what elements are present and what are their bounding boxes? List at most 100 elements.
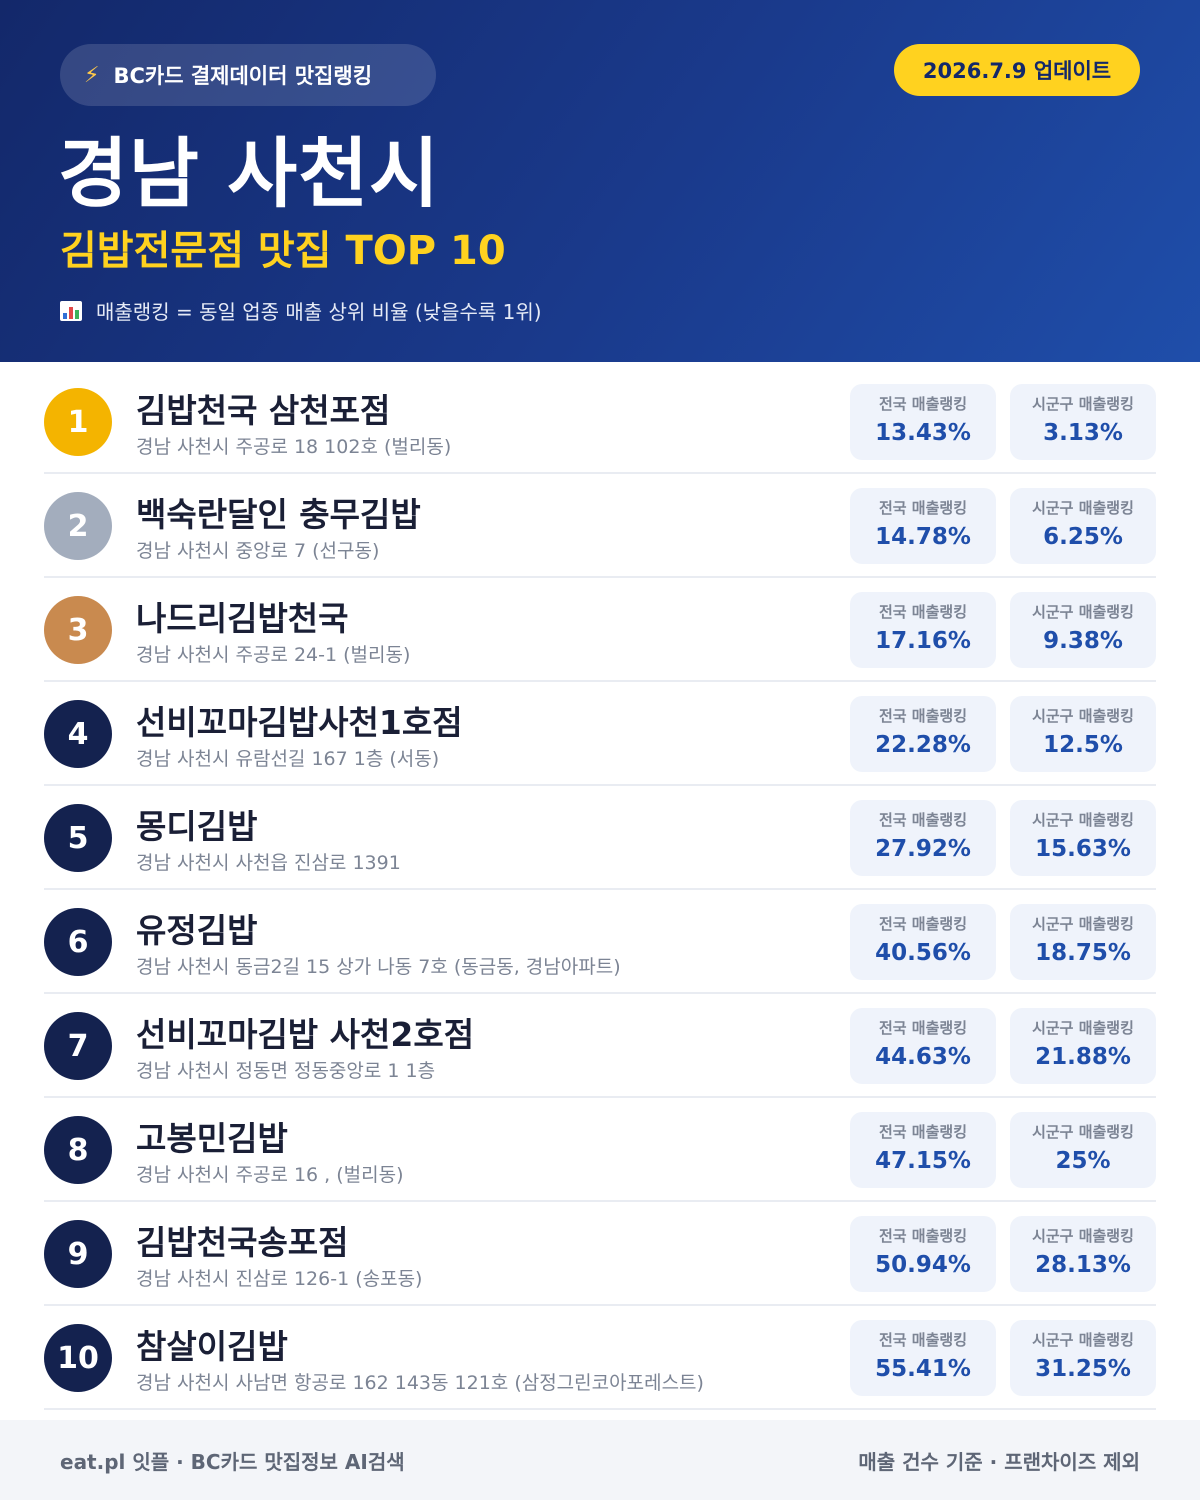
local-ranking-box: 시군구 매출랭킹 3.13% (1010, 384, 1156, 460)
national-ranking-box: 전국 매출랭킹 40.56% (850, 904, 996, 980)
national-ranking-value: 55.41% (875, 1356, 971, 1382)
local-ranking-value: 28.13% (1035, 1252, 1131, 1278)
national-ranking-box: 전국 매출랭킹 47.15% (850, 1112, 996, 1188)
national-ranking-box: 전국 매출랭킹 14.78% (850, 488, 996, 564)
rank-number-badge: 10 (44, 1324, 112, 1392)
brand-pill: ⚡ BC카드 결제데이터 맛집랭킹 (60, 44, 436, 106)
local-ranking-label: 시군구 매출랭킹 (1032, 1227, 1134, 1245)
bar-chart-icon (60, 300, 82, 321)
local-ranking-value: 18.75% (1035, 940, 1131, 966)
restaurant-address: 경남 사천시 정동면 정동중앙로 1 1층 (136, 1060, 436, 1082)
local-ranking-value: 12.5% (1043, 732, 1123, 758)
local-ranking-value: 9.38% (1043, 628, 1123, 654)
local-ranking-label: 시군구 매출랭킹 (1032, 499, 1134, 517)
national-ranking-label: 전국 매출랭킹 (878, 707, 968, 725)
restaurant-name[interactable]: 선비꼬마김밥 사천2호점 (136, 1015, 475, 1054)
rank-number-badge: 4 (44, 700, 112, 768)
rank-number-badge: 7 (44, 1012, 112, 1080)
footer-criteria: 매출 건수 기준 · 프랜차이즈 제외 (858, 1449, 1140, 1474)
national-ranking-label: 전국 매출랭킹 (878, 1331, 968, 1349)
ranking-row[interactable]: 3 나드리김밥천국 경남 사천시 주공로 24-1 (벌리동) 전국 매출랭킹 17.1… (44, 578, 1156, 682)
national-ranking-box: 전국 매출랭킹 17.16% (850, 592, 996, 668)
restaurant-name[interactable]: 참살이김밥 (136, 1327, 288, 1366)
restaurant-name[interactable]: 몽디김밥 (136, 807, 258, 846)
city-title: 경남 사천시 (58, 129, 441, 218)
local-ranking-value: 6.25% (1043, 524, 1123, 550)
restaurant-address: 경남 사천시 사남면 항공로 162 143동 121호 (삼정그린코아포레스트… (136, 1372, 704, 1394)
national-ranking-value: 50.94% (875, 1252, 971, 1278)
header-banner: ⚡ BC카드 결제데이터 맛집랭킹 2026.7.9 업데이트 경남 사천시 김… (0, 0, 1200, 362)
local-ranking-box: 시군구 매출랭킹 28.13% (1010, 1216, 1156, 1292)
restaurant-address: 경남 사천시 진삼로 126-1 (송포동) (136, 1268, 423, 1290)
restaurant-name[interactable]: 김밥천국 삼천포점 (136, 391, 391, 430)
national-ranking-box: 전국 매출랭킹 22.28% (850, 696, 996, 772)
national-ranking-box: 전국 매출랭킹 44.63% (850, 1008, 996, 1084)
local-ranking-value: 31.25% (1035, 1356, 1131, 1382)
local-ranking-box: 시군구 매출랭킹 31.25% (1010, 1320, 1156, 1396)
local-ranking-box: 시군구 매출랭킹 12.5% (1010, 696, 1156, 772)
local-ranking-label: 시군구 매출랭킹 (1032, 395, 1134, 413)
rank-number-badge: 1 (44, 388, 112, 456)
local-ranking-value: 25% (1055, 1148, 1111, 1174)
ranking-row[interactable]: 9 김밥천국송포점 경남 사천시 진삼로 126-1 (송포동) 전국 매출랭킹 50.… (44, 1202, 1156, 1306)
national-ranking-label: 전국 매출랭킹 (878, 1019, 968, 1037)
local-ranking-value: 3.13% (1043, 420, 1123, 446)
ranking-row[interactable]: 6 유정김밥 경남 사천시 동금2길 15 상가 나동 7호 (동금동, 경남아파트… (44, 890, 1156, 994)
national-ranking-label: 전국 매출랭킹 (878, 1123, 968, 1141)
restaurant-name[interactable]: 유정김밥 (136, 911, 258, 950)
restaurant-name[interactable]: 김밥천국송포점 (136, 1223, 349, 1262)
national-ranking-box: 전국 매출랭킹 50.94% (850, 1216, 996, 1292)
national-ranking-label: 전국 매출랭킹 (878, 603, 968, 621)
category-subtitle: 김밥전문점 맛집 TOP 10 (60, 228, 506, 274)
restaurant-address: 경남 사천시 유람선길 167 1층 (서동) (136, 748, 440, 770)
national-ranking-label: 전국 매출랭킹 (878, 499, 968, 517)
rank-number-badge: 8 (44, 1116, 112, 1184)
national-ranking-box: 전국 매출랭킹 55.41% (850, 1320, 996, 1396)
national-ranking-value: 40.56% (875, 940, 971, 966)
national-ranking-value: 47.15% (875, 1148, 971, 1174)
legend-note-text: 매출랭킹 = 동일 업종 매출 상위 비율 (낮을수록 1위) (96, 300, 542, 324)
local-ranking-value: 21.88% (1035, 1044, 1131, 1070)
local-ranking-label: 시군구 매출랭킹 (1032, 1123, 1134, 1141)
restaurant-name[interactable]: 선비꼬마김밥사천1호점 (136, 703, 463, 742)
local-ranking-box: 시군구 매출랭킹 9.38% (1010, 592, 1156, 668)
restaurant-address: 경남 사천시 사천읍 진삼로 1391 (136, 852, 401, 874)
restaurant-address: 경남 사천시 주공로 16 , (벌리동) (136, 1164, 404, 1186)
national-ranking-value: 14.78% (875, 524, 971, 550)
restaurant-address: 경남 사천시 주공로 18 102호 (벌리동) (136, 436, 452, 458)
brand-label: BC카드 결제데이터 맛집랭킹 (113, 64, 373, 88)
national-ranking-box: 전국 매출랭킹 13.43% (850, 384, 996, 460)
local-ranking-box: 시군구 매출랭킹 6.25% (1010, 488, 1156, 564)
lightning-icon: ⚡ (84, 62, 100, 88)
rank-number-badge: 2 (44, 492, 112, 560)
national-ranking-value: 22.28% (875, 732, 971, 758)
local-ranking-box: 시군구 매출랭킹 18.75% (1010, 904, 1156, 980)
footer-source: eat.pl 잇플 · BC카드 맛집정보 AI검색 (60, 1449, 405, 1474)
national-ranking-label: 전국 매출랭킹 (878, 811, 968, 829)
local-ranking-box: 시군구 매출랭킹 21.88% (1010, 1008, 1156, 1084)
rank-number-badge: 5 (44, 804, 112, 872)
national-ranking-value: 27.92% (875, 836, 971, 862)
local-ranking-box: 시군구 매출랭킹 15.63% (1010, 800, 1156, 876)
restaurant-name[interactable]: 백숙란달인 충무김밥 (136, 495, 421, 534)
national-ranking-box: 전국 매출랭킹 27.92% (850, 800, 996, 876)
local-ranking-label: 시군구 매출랭킹 (1032, 915, 1134, 933)
local-ranking-box: 시군구 매출랭킹 25% (1010, 1112, 1156, 1188)
restaurant-name[interactable]: 고봉민김밥 (136, 1119, 288, 1158)
local-ranking-label: 시군구 매출랭킹 (1032, 1331, 1134, 1349)
national-ranking-value: 13.43% (875, 420, 971, 446)
restaurant-address: 경남 사천시 동금2길 15 상가 나동 7호 (동금동, 경남아파트) (136, 956, 621, 978)
restaurant-address: 경남 사천시 중앙로 7 (선구동) (136, 540, 380, 562)
national-ranking-label: 전국 매출랭킹 (878, 395, 968, 413)
restaurant-name[interactable]: 나드리김밥천국 (136, 599, 349, 638)
restaurant-address: 경남 사천시 주공로 24-1 (벌리동) (136, 644, 411, 666)
national-ranking-value: 17.16% (875, 628, 971, 654)
